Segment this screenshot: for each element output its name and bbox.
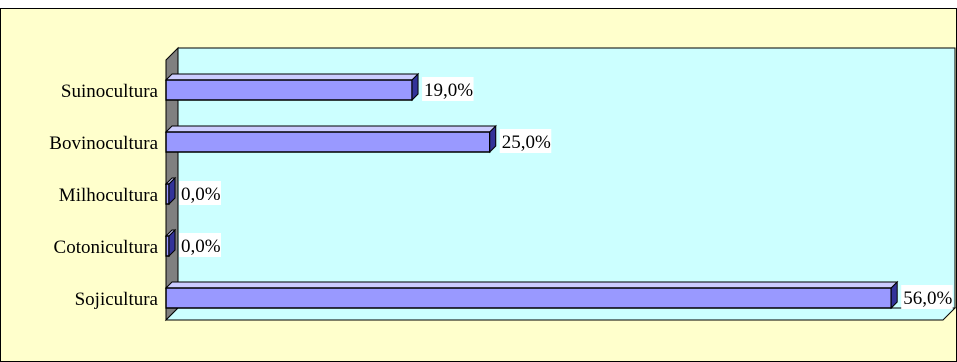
- data-label-bg-3: [179, 233, 221, 257]
- data-label-2: 0,0%: [181, 184, 221, 205]
- bar-4: [165, 287, 892, 309]
- bar-top-0: [164, 73, 420, 81]
- bar-end-0: [411, 72, 419, 102]
- bar-end-2: [168, 176, 176, 206]
- data-label-bg-4: [901, 285, 953, 309]
- bar-1: [165, 131, 491, 153]
- data-label-bg-2: [179, 181, 221, 205]
- data-label-4: 56,0%: [903, 288, 952, 309]
- plot-floor: [164, 307, 957, 321]
- bar-end-1: [489, 124, 497, 154]
- bar-top-4: [164, 281, 899, 289]
- top-strip: [0, 0, 957, 8]
- bar-top-1: [164, 125, 497, 133]
- category-label-0: Suinocultura: [61, 81, 159, 102]
- bar-0: [165, 79, 413, 101]
- data-label-bg-0: [422, 77, 474, 101]
- bar-end-3: [168, 228, 176, 258]
- category-label-1: Bovinocultura: [49, 133, 158, 154]
- data-label-bg-1: [499, 129, 552, 153]
- category-label-2: Milhocultura: [59, 185, 159, 206]
- data-label-3: 0,0%: [181, 236, 221, 257]
- bar-end-4: [890, 280, 898, 310]
- category-label-4: Sojicultura: [75, 289, 159, 310]
- data-label-0: 19,0%: [424, 80, 473, 101]
- data-label-1: 25,0%: [502, 132, 551, 153]
- category-label-3: Cotonicultura: [54, 237, 159, 258]
